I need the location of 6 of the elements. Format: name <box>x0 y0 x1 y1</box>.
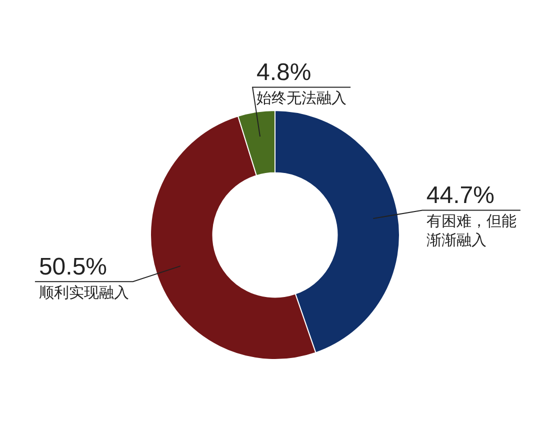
slice-label: 顺利实现融入 <box>38 284 129 302</box>
data-label: 50.5% <box>38 253 108 280</box>
data-label: 4.8% <box>256 58 312 86</box>
slice-label: 始终无法融入 <box>256 90 347 107</box>
slice-label: 有困难，但能渐渐融入 <box>426 212 516 249</box>
data-label: 44.7% <box>426 182 494 209</box>
